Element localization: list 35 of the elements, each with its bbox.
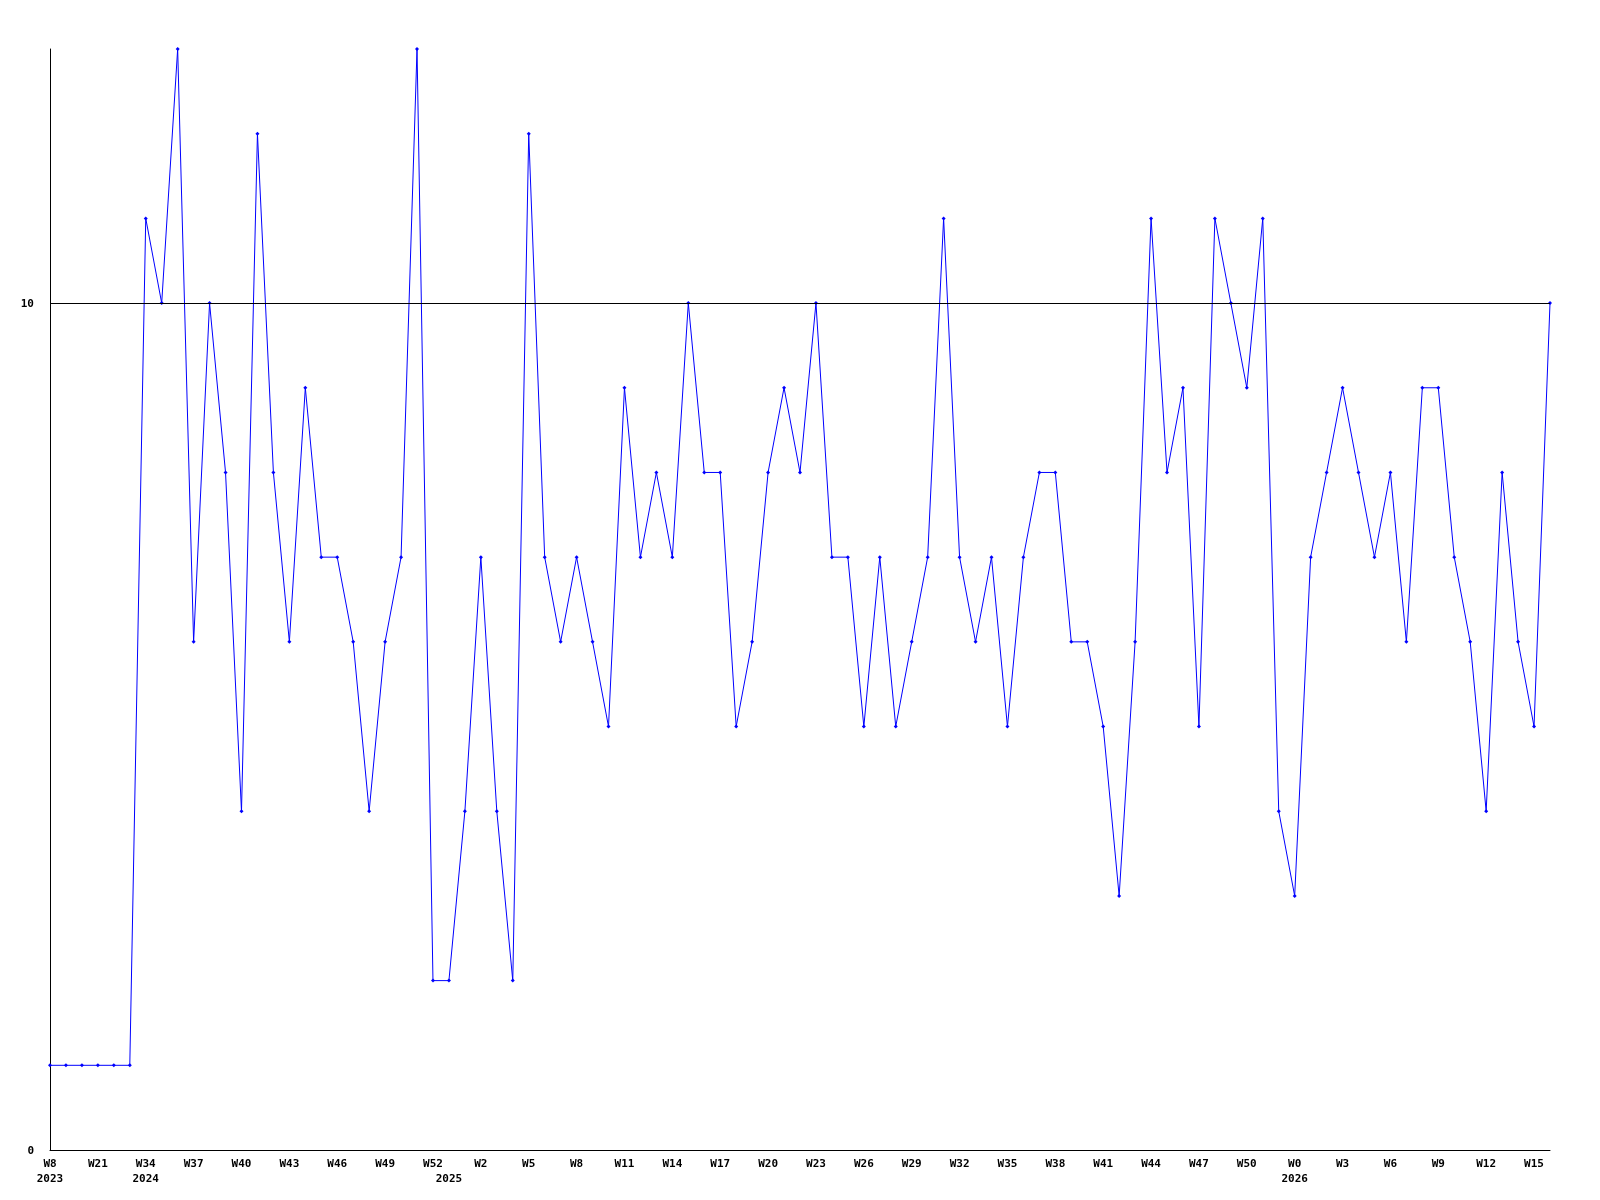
y-tick-label: 0	[27, 1143, 34, 1157]
x-tick-label: W37	[183, 1157, 204, 1170]
x-tick-label: W21	[87, 1157, 109, 1170]
x-tick-label: W8 2023	[36, 1157, 64, 1185]
x-tick-label: W17	[710, 1157, 731, 1170]
x-tick-label: 2025	[435, 1172, 463, 1185]
x-tick-label: W5	[522, 1157, 536, 1170]
x-tick-label: W12	[1476, 1157, 1497, 1170]
x-tick-label: W29	[901, 1157, 922, 1170]
x-tick-label: W46	[327, 1157, 348, 1170]
x-tick-label: W35	[997, 1157, 1018, 1170]
x-tick-label: W40	[231, 1157, 252, 1170]
x-tick-label: W14	[662, 1157, 683, 1170]
x-tick-label: W9	[1431, 1157, 1445, 1170]
x-tick-label: W38	[1045, 1157, 1066, 1170]
x-tick-label: W34 2024	[132, 1157, 160, 1185]
x-tick-label: W11	[614, 1157, 635, 1170]
y-tick-label: 10	[20, 296, 34, 310]
x-tick-label: W23	[806, 1157, 826, 1170]
x-tick-label: W44	[1141, 1157, 1162, 1170]
x-tick-label: W3	[1335, 1157, 1350, 1170]
x-tick-label: W32	[949, 1157, 970, 1170]
x-tick-label: W15	[1524, 1157, 1544, 1170]
x-tick-label: W0 2026	[1281, 1157, 1309, 1185]
x-tick-label: W52	[423, 1157, 443, 1170]
x-tick-label: W50	[1236, 1157, 1257, 1170]
x-tick-label: W43	[279, 1157, 300, 1170]
x-tick-label: W2	[474, 1157, 488, 1170]
x-tick-label: W8	[569, 1157, 584, 1170]
x-tick-label: W26	[853, 1157, 875, 1170]
x-tick-label: W49	[375, 1157, 396, 1170]
x-tick-label: W20	[758, 1157, 779, 1170]
x-tick-label: W6	[1383, 1157, 1398, 1170]
x-tick-label: W41	[1093, 1157, 1114, 1170]
x-tick-label: W47	[1189, 1157, 1209, 1170]
